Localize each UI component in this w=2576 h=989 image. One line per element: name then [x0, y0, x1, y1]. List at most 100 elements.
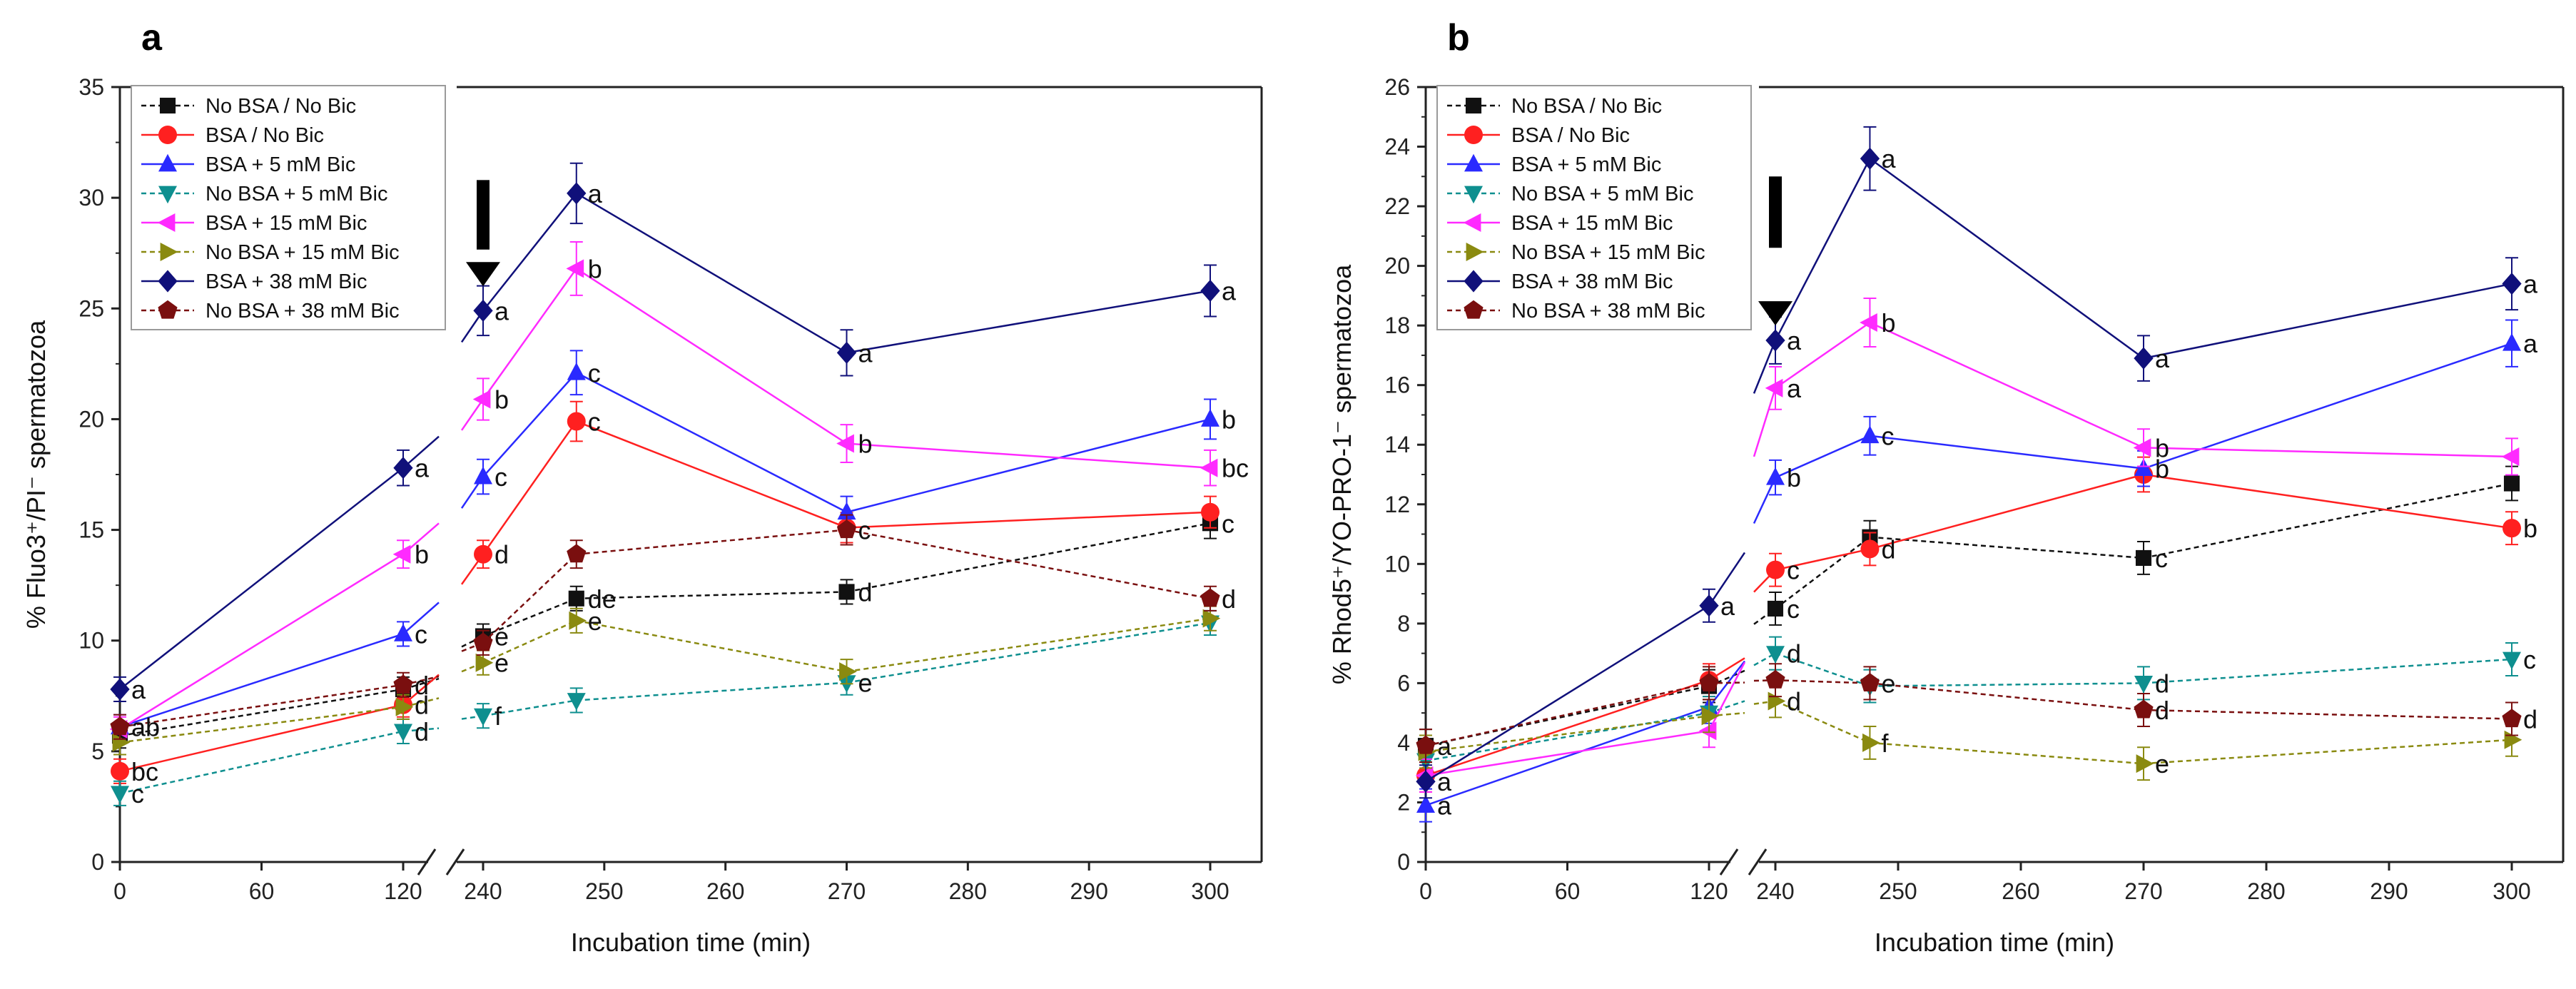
series-line — [1869, 321, 2144, 449]
legend-entry: BSA + 38 mM Bic — [206, 270, 367, 293]
significance-letter: f — [1881, 729, 1889, 758]
legend-marker — [160, 243, 178, 261]
data-point — [1767, 600, 1784, 617]
data-point — [1699, 594, 1719, 617]
significance-letter: a — [1881, 144, 1896, 173]
series-line — [846, 522, 1211, 593]
significance-letter: c — [2523, 645, 2536, 674]
series-line — [576, 268, 848, 445]
significance-letter: a — [415, 454, 430, 483]
significance-letter: a — [1437, 767, 1452, 796]
legend-marker — [157, 213, 176, 232]
significance-letter: bc — [131, 757, 158, 786]
significance-letter: d — [1222, 584, 1236, 614]
series-line — [2143, 473, 2512, 529]
series-line — [402, 602, 440, 635]
arrow-indicator — [1758, 176, 1792, 326]
significance-letter: c — [588, 407, 601, 437]
significance-letter: b — [2523, 514, 2537, 543]
data-point — [569, 611, 587, 630]
series-3 — [1416, 319, 2521, 823]
series-line — [1708, 552, 1746, 607]
x-tick-label: 260 — [2002, 878, 2039, 904]
data-point — [110, 678, 130, 701]
data-point — [2501, 447, 2520, 466]
significance-letter: c — [1881, 422, 1894, 451]
significance-letter: b — [588, 254, 602, 283]
y-tick-label: 0 — [1397, 849, 1410, 875]
legend-entry: BSA + 5 mM Bic — [1511, 153, 1661, 176]
series-line — [2143, 447, 2512, 458]
significance-letter: e — [588, 607, 602, 636]
legend-marker — [1464, 300, 1484, 319]
series-line — [482, 372, 577, 477]
significance-letter: a — [495, 296, 509, 325]
data-point — [1765, 669, 1785, 689]
series-6 — [112, 605, 1221, 756]
data-point — [112, 733, 131, 752]
y-tick-label: 6 — [1397, 670, 1410, 696]
legend-entry: BSA + 38 mM Bic — [1511, 270, 1673, 293]
series-line — [482, 268, 577, 400]
data-point — [1766, 646, 1785, 664]
y-tick-label: 12 — [1384, 492, 1410, 517]
x-tick-label: 0 — [113, 878, 126, 904]
series-line — [846, 622, 1211, 684]
series-line — [460, 398, 485, 431]
legend-marker — [158, 126, 177, 144]
axis-break-marks — [417, 848, 465, 876]
series-line — [576, 681, 847, 701]
legend-marker — [158, 153, 177, 172]
y-tick-label: 20 — [78, 406, 104, 432]
y-tick-label: 2 — [1397, 789, 1410, 815]
significance-letter: d — [1787, 686, 1801, 716]
significance-letter: c — [1787, 594, 1800, 624]
data-point — [1860, 539, 1880, 559]
data-point — [2133, 438, 2151, 457]
series-line — [1753, 387, 1777, 457]
legend-entry: No BSA + 15 mM Bic — [1511, 241, 1705, 264]
x-tick-label: 280 — [949, 878, 987, 904]
significance-letter: b — [1881, 308, 1895, 338]
y-tick-label: 8 — [1397, 611, 1410, 636]
series-line — [1870, 682, 2144, 687]
significance-letter: b — [495, 385, 509, 415]
data-point — [2136, 754, 2154, 774]
x-tick-label: 300 — [2493, 878, 2530, 904]
significance-letter: a — [1437, 731, 1452, 761]
significance-letter: f — [495, 701, 502, 731]
series-line — [1708, 700, 1745, 714]
series-line — [119, 684, 404, 728]
significance-letter: c — [2155, 544, 2168, 573]
data-point — [567, 693, 586, 711]
data-point — [1862, 733, 1880, 752]
legend-marker — [1463, 213, 1481, 232]
series-line — [1775, 435, 1870, 479]
data-point — [1201, 502, 1219, 522]
series-line — [2143, 343, 2512, 470]
series-line — [1425, 679, 1710, 777]
data-point — [474, 466, 492, 485]
data-point — [839, 662, 857, 681]
data-point — [110, 716, 130, 736]
significance-letter: c — [588, 358, 601, 387]
series-line — [402, 435, 440, 469]
significance-letter: d — [1787, 639, 1801, 669]
significance-letter: a — [2155, 344, 2170, 373]
data-point — [393, 674, 413, 694]
significance-letter: a — [1720, 592, 1735, 621]
data-point — [567, 362, 586, 380]
data-point — [1416, 770, 1436, 793]
series-line — [119, 730, 404, 795]
legend: No BSA / No Bic BSA / No Bic BSA + 5 mM Bi… — [1436, 85, 1752, 330]
significance-letter: d — [495, 540, 509, 569]
data-point — [473, 299, 493, 322]
significance-letter: a — [1787, 326, 1802, 355]
legend-marker — [159, 97, 176, 114]
data-point — [2503, 519, 2521, 538]
y-tick-label: 10 — [1384, 551, 1410, 577]
data-point — [1766, 560, 1785, 579]
series-line — [1775, 679, 1870, 684]
data-point — [2134, 347, 2154, 370]
data-point — [2134, 458, 2153, 477]
